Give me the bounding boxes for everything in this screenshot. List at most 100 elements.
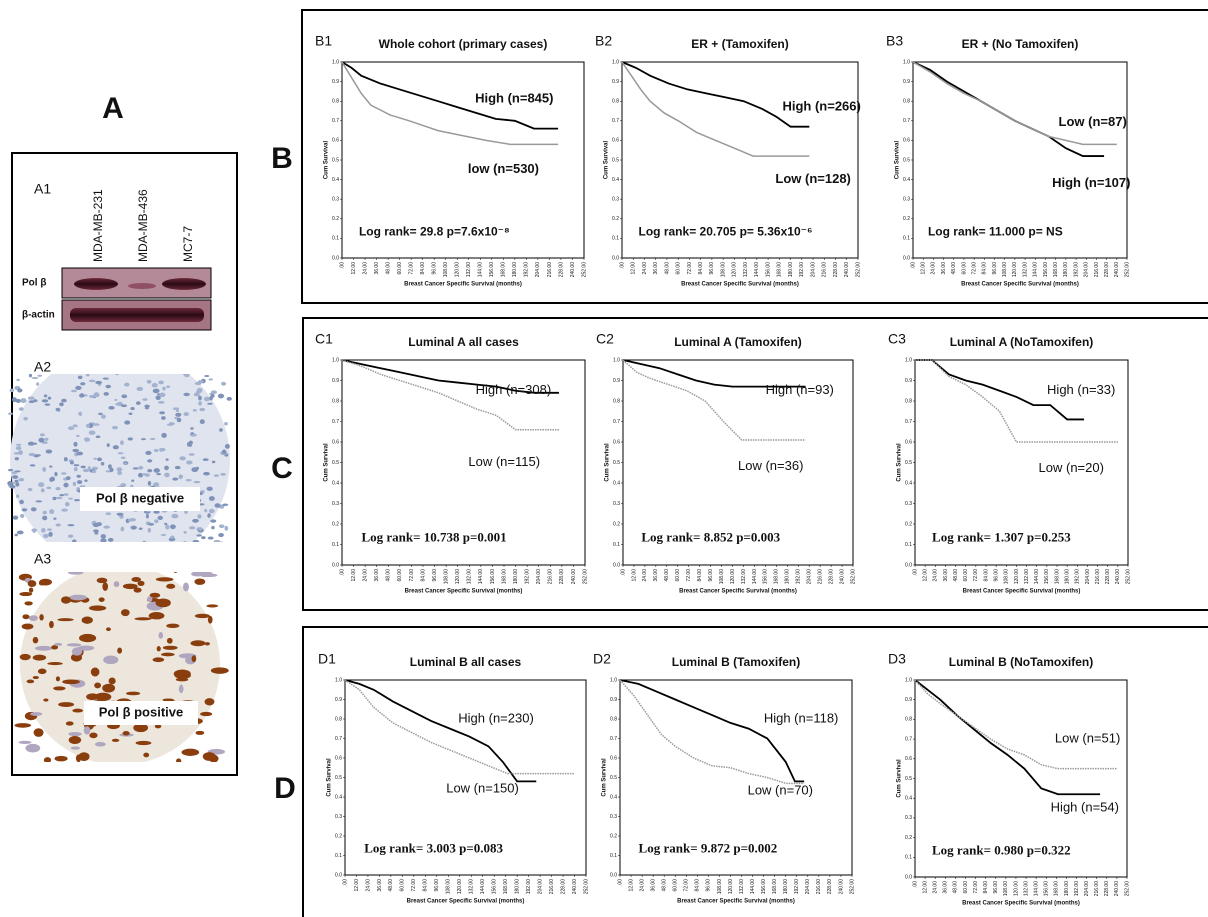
x-tick-label: 132.00 <box>469 879 475 895</box>
nucleus <box>201 536 206 539</box>
y-tick-label: 0.7 <box>903 118 910 124</box>
series-label: High (n=54) <box>1051 799 1119 814</box>
nucleus <box>45 403 51 405</box>
x-tick-label: 84.00 <box>698 262 704 275</box>
x-tick-label: 204.00 <box>807 569 813 585</box>
series-label: High (n=93) <box>766 382 834 397</box>
nucleus <box>208 350 215 353</box>
x-tick-label: 132.00 <box>1023 881 1029 897</box>
stain <box>84 726 91 734</box>
y-tick-label: 1.0 <box>903 59 910 65</box>
x-tick-label: 180.00 <box>783 879 789 895</box>
y-tick-label: 0.4 <box>332 480 339 486</box>
nucleus <box>38 438 44 443</box>
x-tick-label: 24.00 <box>642 569 648 582</box>
x-tick-label: 144.00 <box>752 569 758 585</box>
stain <box>183 582 189 591</box>
x-tick-label: 156.00 <box>765 262 771 278</box>
x-tick-label: 240.00 <box>570 262 576 278</box>
panel-label: B3 <box>886 33 903 49</box>
nucleus <box>167 348 171 352</box>
x-tick-label: 240.00 <box>1115 569 1121 585</box>
nucleus <box>113 445 119 449</box>
nucleus <box>49 509 54 514</box>
x-tick-label: 60.00 <box>675 569 681 582</box>
row-frame <box>303 627 1208 917</box>
x-tick-label: 192.00 <box>524 262 530 278</box>
stain <box>147 596 152 602</box>
sub-label: A2 <box>34 359 51 375</box>
x-tick-label: 24.00 <box>362 569 368 582</box>
nucleus <box>14 480 18 483</box>
nucleus <box>209 509 215 514</box>
series-label: High (n=33) <box>1047 382 1115 397</box>
stain <box>33 637 39 643</box>
nucleus <box>138 542 141 546</box>
nucleus <box>208 537 214 540</box>
nucleus <box>138 473 143 478</box>
x-tick-label: 132.00 <box>467 569 473 585</box>
x-tick-label: 192.00 <box>1073 262 1079 278</box>
x-tick-label: 252.00 <box>1125 569 1131 585</box>
nucleus <box>96 435 101 438</box>
x-tick-label: .00 <box>620 569 626 576</box>
nucleus <box>61 508 68 511</box>
survival-curve <box>915 360 1118 442</box>
x-tick-label: 108.00 <box>1002 262 1008 278</box>
nucleus <box>211 349 215 352</box>
stain <box>205 642 210 645</box>
nucleus <box>193 367 197 371</box>
x-tick-label: 48.00 <box>953 569 959 582</box>
nucleus <box>145 407 149 410</box>
x-tick-label: 180.00 <box>785 569 791 585</box>
stain <box>106 627 111 631</box>
lane-label: MDA-MB-436 <box>136 189 150 262</box>
nucleus <box>161 534 167 536</box>
nucleus <box>183 393 189 396</box>
nucleus <box>175 413 181 417</box>
x-tick-label: 132.00 <box>466 262 472 278</box>
nucleus <box>153 389 160 394</box>
nucleus <box>53 361 58 363</box>
x-tick-label: 120.00 <box>1013 881 1019 897</box>
series-label: High (n=845) <box>475 91 553 106</box>
stain <box>71 747 80 750</box>
nucleus <box>38 482 44 487</box>
stain <box>137 581 144 586</box>
x-tick-label: 48.00 <box>664 262 670 275</box>
nucleus <box>193 545 200 548</box>
nucleus <box>93 423 100 426</box>
log-rank: Log rank= 10.738 p=0.001 <box>361 529 506 544</box>
western-blot <box>62 268 211 330</box>
nucleus <box>22 508 28 511</box>
y-tick-label: 0.0 <box>903 255 910 261</box>
stain <box>143 753 149 758</box>
nucleus <box>171 554 175 559</box>
y-tick-label: 1.0 <box>610 677 617 683</box>
x-tick-label: 96.00 <box>993 881 999 894</box>
y-tick-label: 0.0 <box>335 872 342 878</box>
y-tick-label: 0.8 <box>610 716 617 722</box>
y-axis-label: Cum Survival <box>324 141 330 180</box>
x-tick-label: 252.00 <box>855 262 861 278</box>
nucleus <box>198 370 203 373</box>
y-axis-label: Cum Survival <box>895 141 901 180</box>
chart-title: ER + (Tamoxifen) <box>691 37 788 51</box>
x-tick-label: 168.00 <box>1054 569 1060 585</box>
nucleus <box>160 450 163 452</box>
nucleus <box>76 435 80 437</box>
y-tick-label: 0.4 <box>612 177 619 183</box>
nucleus <box>103 548 108 552</box>
y-tick-label: 0.5 <box>905 460 912 466</box>
x-tick-label: 60.00 <box>673 879 679 892</box>
chart-title: Whole cohort (primary cases) <box>379 37 548 51</box>
nucleus <box>196 566 203 570</box>
y-axis-label: Cum Survival <box>604 141 610 180</box>
x-tick-label: 240.00 <box>839 569 845 585</box>
nucleus <box>216 561 219 566</box>
nucleus <box>66 358 72 361</box>
stain <box>102 684 115 693</box>
nucleus <box>27 362 32 364</box>
y-tick-label: 0.7 <box>905 419 912 425</box>
nucleus <box>77 480 82 484</box>
